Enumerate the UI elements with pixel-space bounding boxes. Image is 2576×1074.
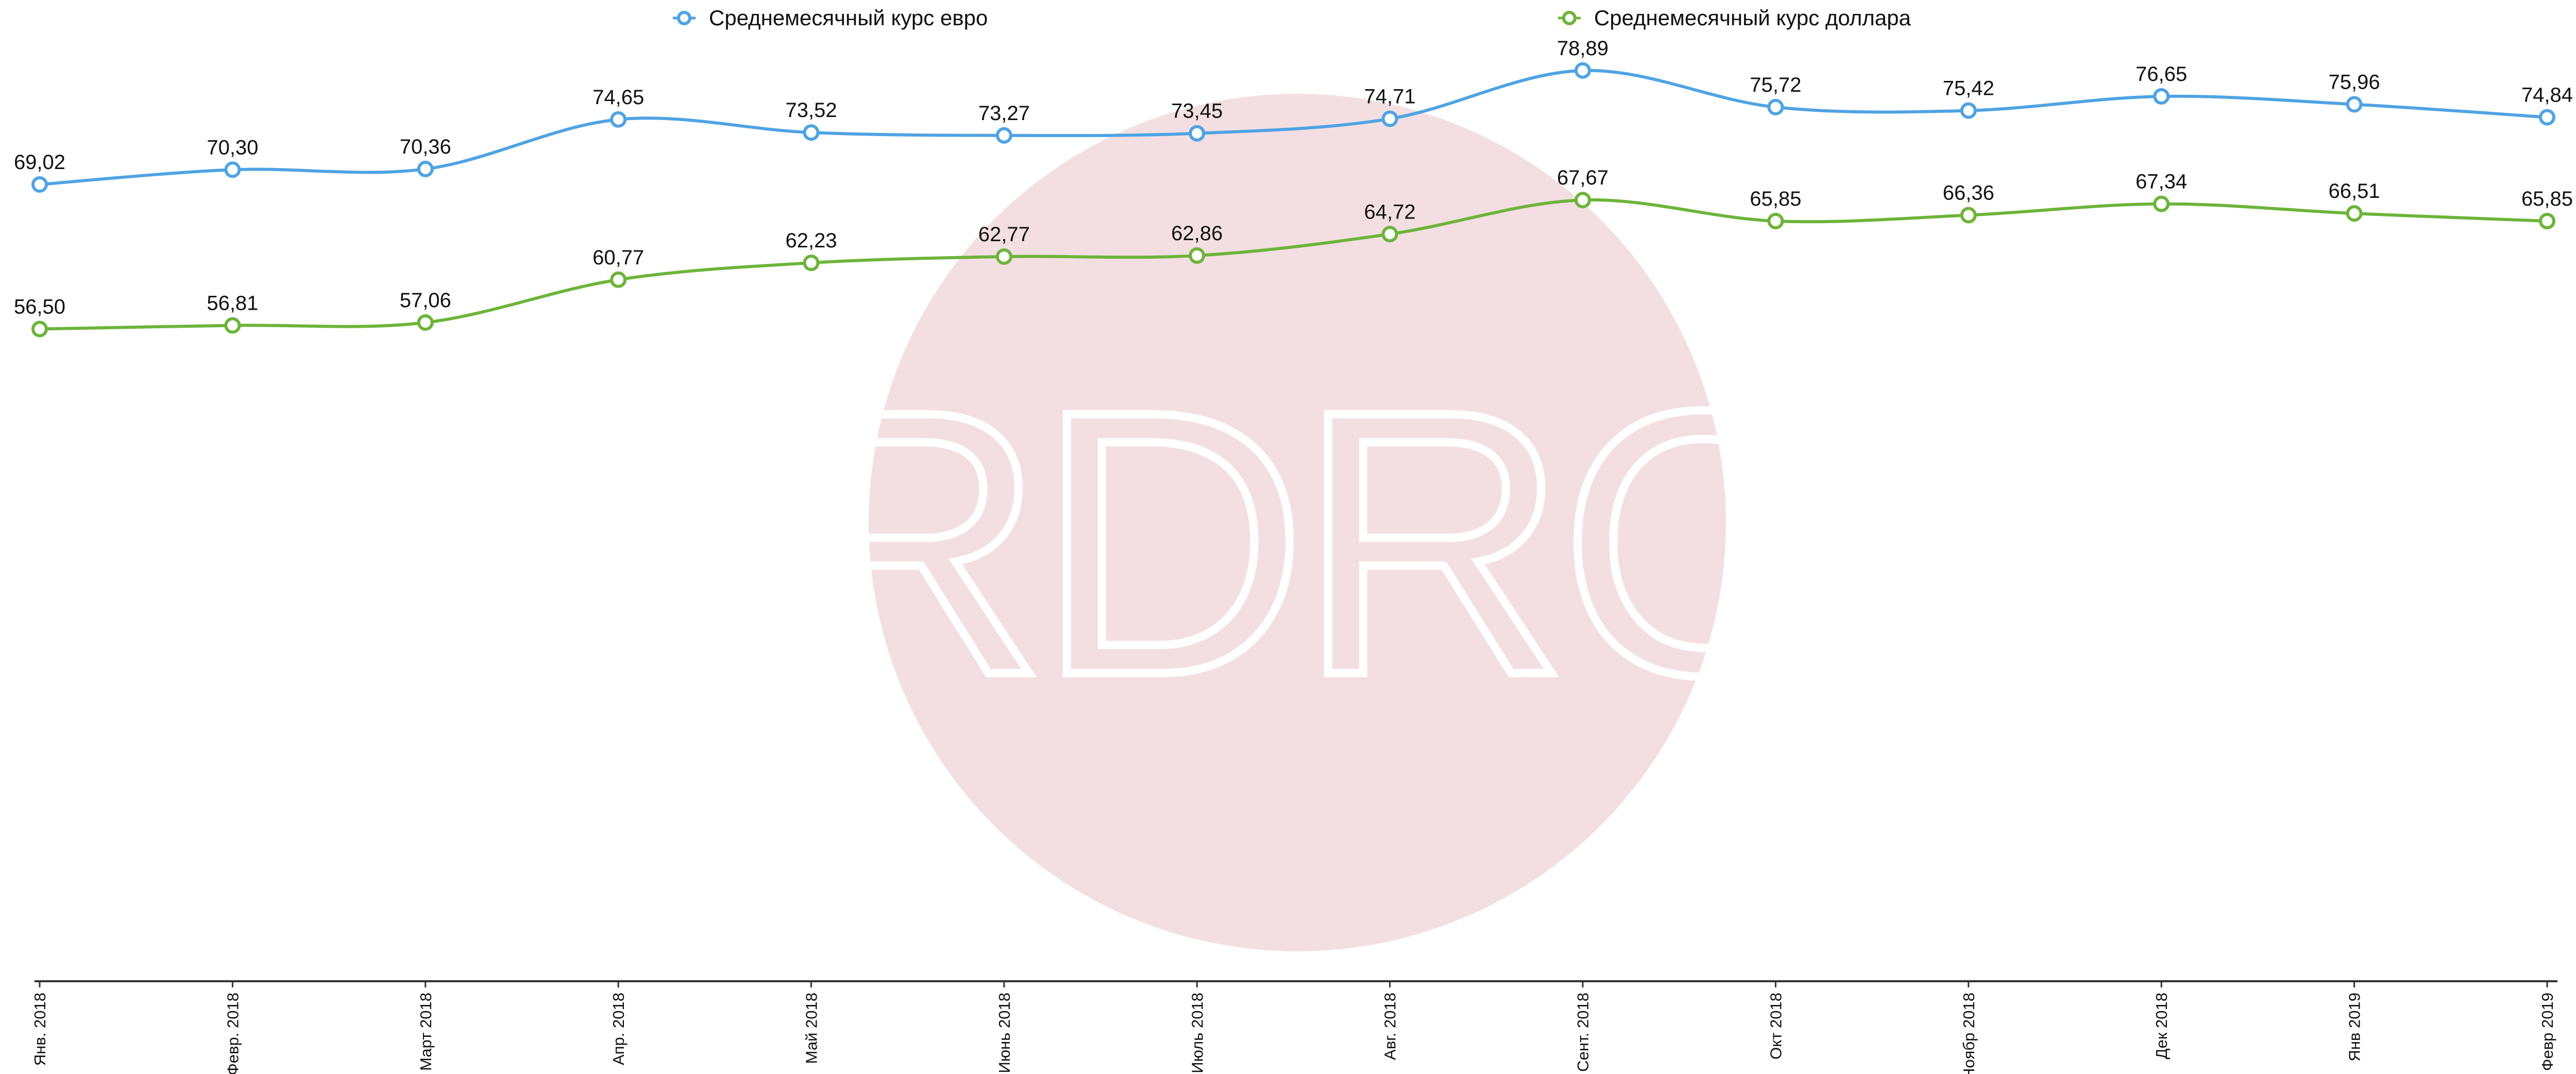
data-point [1574, 192, 1591, 209]
watermark-text: RDRC [775, 332, 1820, 753]
data-point [417, 314, 434, 331]
data-label: 73,27 [978, 102, 1030, 125]
data-point [2539, 212, 2555, 229]
data-label: 62,86 [1171, 222, 1223, 245]
data-point [2346, 205, 2363, 222]
data-label: 64,72 [1364, 200, 1416, 223]
data-point [1189, 247, 1206, 264]
x-tick-label: Окт 2018 [1767, 993, 1785, 1060]
data-label: 65,85 [2521, 188, 2573, 210]
data-point [803, 255, 820, 272]
data-point [995, 127, 1012, 144]
data-point [224, 161, 241, 178]
data-point [1767, 98, 1784, 115]
x-tick-label: Сент. 2018 [1574, 993, 1592, 1072]
x-tick-label: Янв. 2018 [31, 993, 49, 1066]
data-label: 76,65 [2136, 63, 2187, 86]
data-point [2539, 109, 2555, 126]
data-label: 69,02 [14, 151, 65, 174]
data-point [1960, 102, 1977, 119]
data-label: 70,30 [207, 136, 258, 159]
data-label: 66,51 [2329, 180, 2380, 203]
data-label: 75,96 [2329, 71, 2380, 93]
data-point [995, 248, 1012, 265]
legend-marker [1562, 11, 1577, 25]
data-point [1574, 62, 1591, 79]
data-point [2346, 96, 2363, 113]
data-point [31, 321, 48, 338]
data-point [1381, 226, 1398, 243]
data-label: 73,45 [1171, 100, 1223, 123]
data-label: 56,50 [14, 295, 65, 318]
data-label: 75,42 [1943, 77, 1994, 100]
series-line [39, 198, 2548, 331]
data-label: 60,77 [592, 246, 644, 269]
data-label: 74,65 [592, 86, 644, 109]
x-tick-label: Дек 2018 [2153, 993, 2171, 1059]
x-tick-label: Июль 2018 [1188, 993, 1206, 1073]
data-label: 78,89 [1557, 37, 1608, 60]
watermark-circle [869, 94, 1726, 951]
data-point [803, 124, 820, 141]
data-point [417, 160, 434, 177]
x-tick-label: Янв 2019 [2346, 993, 2364, 1062]
legend-label: Среднемесячный курс евро [709, 6, 988, 30]
x-tick-label: Апр. 2018 [609, 993, 628, 1065]
data-point [2153, 88, 2170, 105]
data-label: 62,77 [978, 223, 1030, 246]
x-tick-label: Июнь 2018 [995, 993, 1013, 1073]
data-label: 65,85 [1750, 188, 1801, 210]
x-tick-label: Март 2018 [417, 993, 435, 1071]
data-point [224, 317, 241, 334]
data-label: 67,34 [2136, 171, 2187, 193]
data-point [1767, 212, 1784, 229]
data-label: 70,36 [400, 136, 451, 158]
data-point [31, 176, 48, 193]
data-point [610, 271, 627, 288]
x-tick-label: Авг. 2018 [1381, 993, 1399, 1060]
x-tick-label: Ноябр 2018 [1960, 993, 1978, 1074]
data-label: 66,36 [1943, 182, 1994, 205]
data-label: 57,06 [400, 289, 451, 312]
legend-label: Среднемесячный курс доллара [1594, 6, 1911, 30]
data-point [1189, 125, 1206, 142]
data-point [2153, 195, 2170, 212]
data-point [1960, 207, 1977, 224]
legend-marker [677, 11, 691, 25]
watermark: RDRC [775, 94, 1820, 951]
data-label: 67,67 [1557, 166, 1608, 189]
data-label: 75,72 [1750, 74, 1801, 96]
series-line [39, 69, 2548, 186]
data-label: 74,84 [2521, 84, 2573, 107]
data-label: 62,23 [785, 229, 837, 252]
data-point [1381, 110, 1398, 127]
data-label: 56,81 [207, 292, 258, 314]
data-label: 74,71 [1364, 85, 1416, 108]
x-tick-label: Февр. 2018 [224, 993, 242, 1074]
x-tick-label: Февр 2019 [2538, 993, 2556, 1071]
data-point [610, 111, 627, 128]
data-label: 73,52 [785, 99, 837, 122]
x-tick-label: Май 2018 [803, 993, 821, 1064]
